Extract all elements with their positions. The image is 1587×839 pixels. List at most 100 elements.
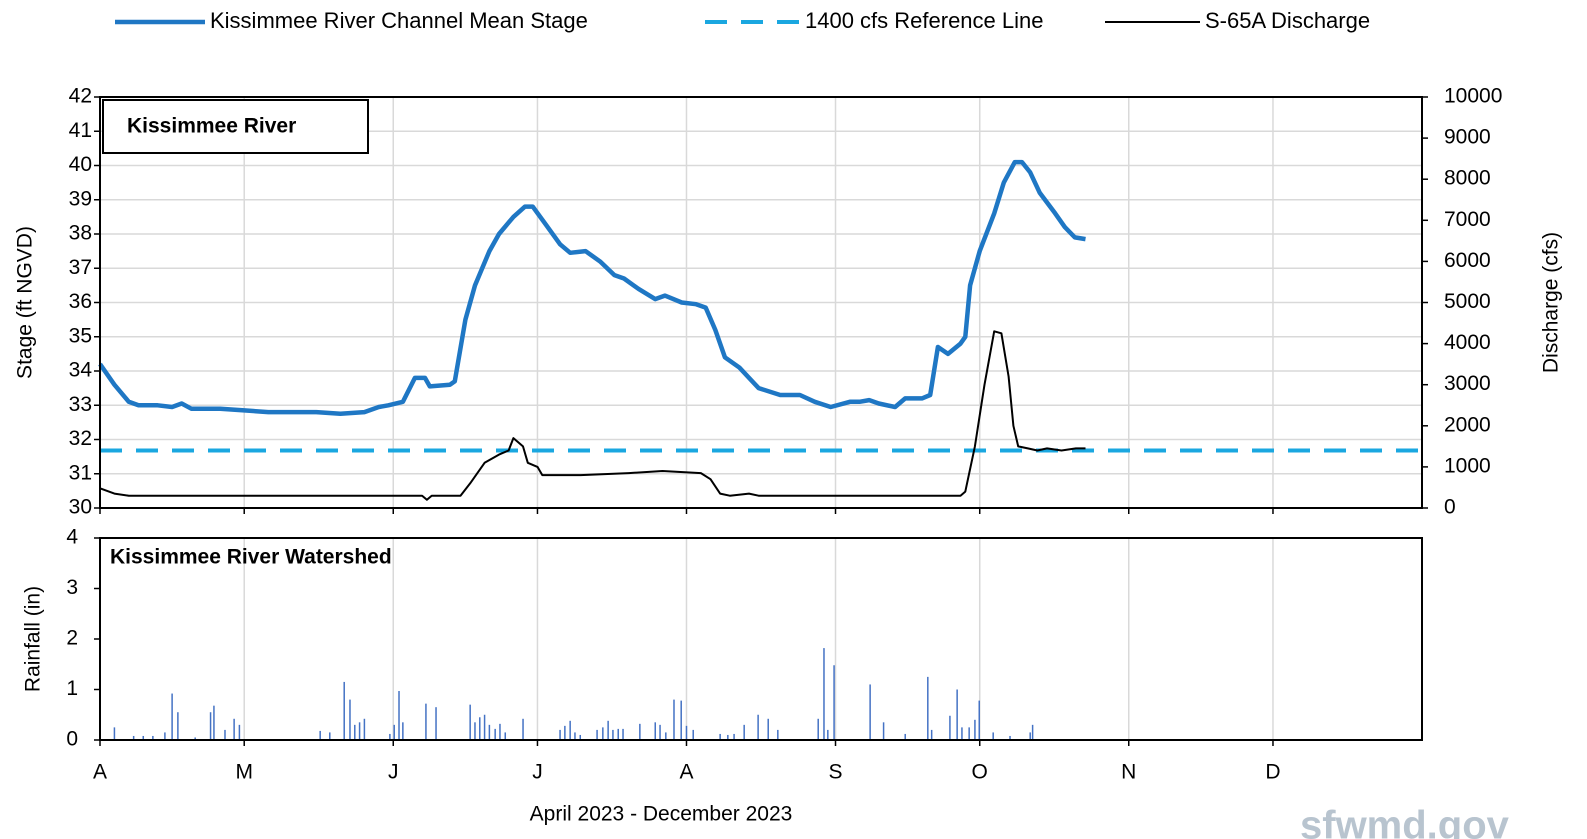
bar — [659, 724, 661, 740]
bar — [233, 718, 235, 740]
bar — [435, 707, 437, 740]
bar — [823, 648, 825, 740]
bar — [596, 729, 598, 740]
bar — [665, 732, 667, 740]
panel-label-box — [102, 99, 369, 154]
y2-tick-label: 3000 — [1444, 372, 1491, 395]
bar — [930, 729, 933, 740]
x-tick-label: A — [93, 761, 107, 784]
y2-tick-label: 0 — [1444, 496, 1456, 519]
x-tick-label: N — [1121, 761, 1136, 784]
y2-tick-label: 4000 — [1444, 331, 1491, 354]
bar — [479, 717, 481, 740]
bar — [142, 735, 145, 740]
bar — [209, 712, 212, 740]
bar — [224, 729, 226, 740]
bar — [213, 705, 215, 740]
bar — [956, 689, 958, 740]
bar — [743, 724, 745, 740]
bar — [574, 732, 576, 740]
y-tick-label: 3 — [66, 576, 78, 599]
x-tick-label: D — [1265, 761, 1280, 784]
bar — [927, 676, 929, 740]
y2-tick-label: 9000 — [1444, 126, 1491, 149]
bar — [343, 681, 345, 740]
bar — [1029, 732, 1031, 740]
bar — [494, 728, 496, 740]
bar — [469, 704, 471, 740]
bar — [402, 722, 404, 740]
y-tick-label: 31 — [69, 461, 92, 484]
bar — [504, 732, 507, 740]
y-tick-label: 4 — [66, 526, 78, 549]
bar — [358, 722, 361, 740]
bar — [569, 720, 571, 740]
series-line — [99, 330, 1086, 501]
bar — [398, 691, 400, 740]
y2-tick-label: 8000 — [1444, 167, 1491, 190]
bar — [727, 734, 729, 740]
bar — [522, 718, 524, 740]
bar — [564, 725, 566, 740]
bar — [602, 727, 604, 740]
legend-label: Kissimmee River Channel Mean Stage — [210, 8, 588, 33]
y-tick-label: 42 — [69, 85, 92, 108]
bar — [1009, 735, 1011, 740]
y-tick-label: 37 — [69, 256, 92, 279]
watermark: sfwmd.gov — [1300, 804, 1510, 839]
bar — [685, 725, 688, 740]
y-tick-label: 32 — [69, 427, 92, 450]
bar — [483, 714, 486, 740]
bar — [238, 724, 241, 740]
bar — [673, 699, 675, 740]
legend-label: 1400 cfs Reference Line — [805, 8, 1044, 33]
y-tick-label: 39 — [69, 187, 92, 210]
y-tick-label: 1 — [66, 677, 78, 700]
bar — [974, 719, 976, 740]
bar — [559, 729, 561, 740]
bar — [639, 723, 641, 740]
y-tick-label: 41 — [69, 119, 92, 142]
y2-tick-label: 10000 — [1444, 85, 1502, 108]
y-tick-label: 2 — [66, 627, 78, 650]
plot-frame — [99, 96, 1423, 509]
bar — [164, 732, 166, 740]
bar — [692, 729, 694, 740]
series-line — [98, 159, 1086, 417]
panel-label: Kissimmee River Watershed — [110, 546, 392, 569]
bar — [622, 728, 624, 740]
x-tick-label: J — [532, 761, 543, 784]
bar — [177, 712, 179, 740]
y-axis-title: Stage (ft NGVD) — [14, 226, 37, 379]
x-tick-label: A — [679, 761, 693, 784]
bar — [978, 700, 981, 740]
x-tick-label: M — [235, 761, 253, 784]
bar — [319, 730, 321, 740]
bar — [733, 733, 735, 740]
bar — [349, 699, 351, 740]
bar — [949, 715, 951, 740]
bar — [882, 722, 885, 740]
bar — [499, 723, 501, 740]
bar — [132, 735, 135, 740]
y2-tick-label: 1000 — [1444, 454, 1491, 477]
y2-tick-label: 6000 — [1444, 249, 1491, 272]
y-tick-label: 34 — [69, 359, 93, 382]
bar — [152, 735, 154, 740]
y-axis-title: Rainfall (in) — [22, 586, 45, 692]
bar — [612, 729, 614, 740]
bar — [777, 729, 779, 740]
bar — [354, 724, 356, 740]
bar — [113, 727, 116, 740]
bar — [425, 703, 427, 740]
bar — [817, 718, 819, 740]
y-tick-label: 0 — [66, 728, 78, 751]
bar — [329, 732, 331, 740]
bar — [767, 718, 769, 740]
bar — [757, 714, 759, 740]
y-tick-label: 30 — [69, 496, 92, 519]
plot-frame — [99, 537, 1423, 741]
bar — [719, 733, 721, 740]
panel-label: Kissimmee River — [127, 115, 296, 138]
x-axis-title: April 2023 - December 2023 — [530, 803, 793, 826]
